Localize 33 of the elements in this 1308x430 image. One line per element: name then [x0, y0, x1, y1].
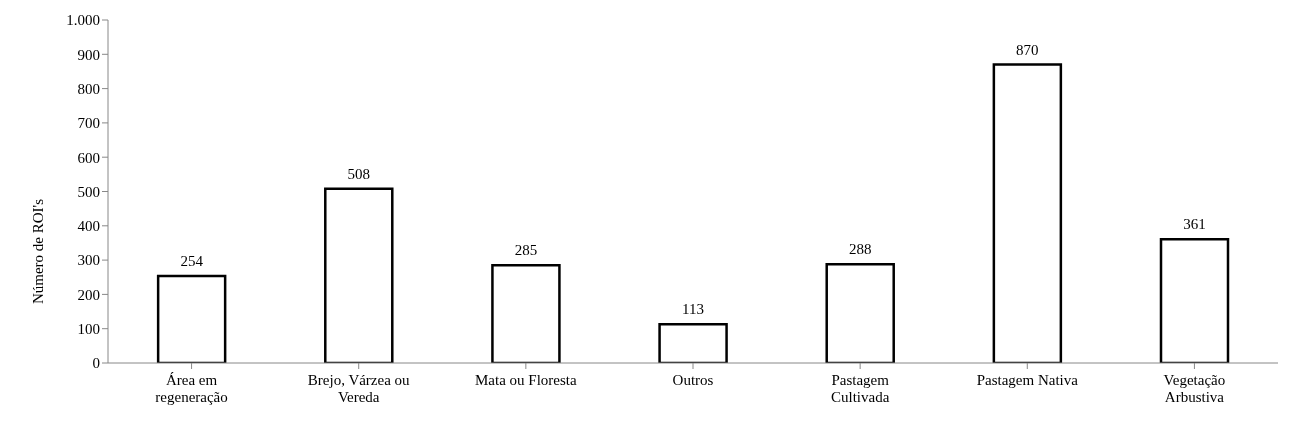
y-tick-label: 100	[77, 321, 100, 338]
y-axis-title: Número de ROI's	[30, 198, 47, 305]
data-label: 361	[1183, 216, 1206, 233]
data-label: 508	[347, 165, 371, 182]
data-label: 285	[514, 242, 538, 259]
data-label: 288	[848, 241, 872, 258]
bar	[658, 322, 728, 363]
y-tick-label: 700	[77, 115, 100, 132]
y-tick-label: 900	[77, 46, 100, 63]
x-tick-label: Pastagem Nativa	[976, 372, 1079, 388]
x-tick-label: Pastagem Cultivada	[830, 372, 890, 405]
y-tick-label: 800	[77, 80, 100, 97]
bar	[491, 264, 561, 363]
x-tick-label: Brejo, Várzea ou Vereda	[307, 372, 411, 405]
bar	[156, 274, 227, 363]
data-label: 254	[180, 252, 204, 269]
y-tick-label: 200	[77, 286, 100, 303]
bar	[324, 187, 394, 363]
x-tick-label: Área em regeneração	[155, 372, 228, 405]
bar	[1159, 237, 1230, 363]
bar	[825, 262, 895, 363]
x-tick-label: Outros	[672, 372, 714, 388]
y-tick-label: 1.000	[66, 12, 100, 29]
data-label: 113	[682, 301, 705, 318]
x-tick-label: Vegetação Arbustiva	[1163, 372, 1226, 405]
y-tick-label: 600	[77, 149, 100, 166]
y-tick-label: 500	[77, 183, 100, 200]
bar	[992, 63, 1063, 363]
y-tick-label: 400	[77, 218, 100, 235]
data-label: 870	[1016, 41, 1039, 58]
x-tick-label: Mata ou Floresta	[475, 372, 578, 388]
y-tick-label: 300	[77, 252, 100, 269]
y-tick-label: 0	[92, 355, 100, 372]
